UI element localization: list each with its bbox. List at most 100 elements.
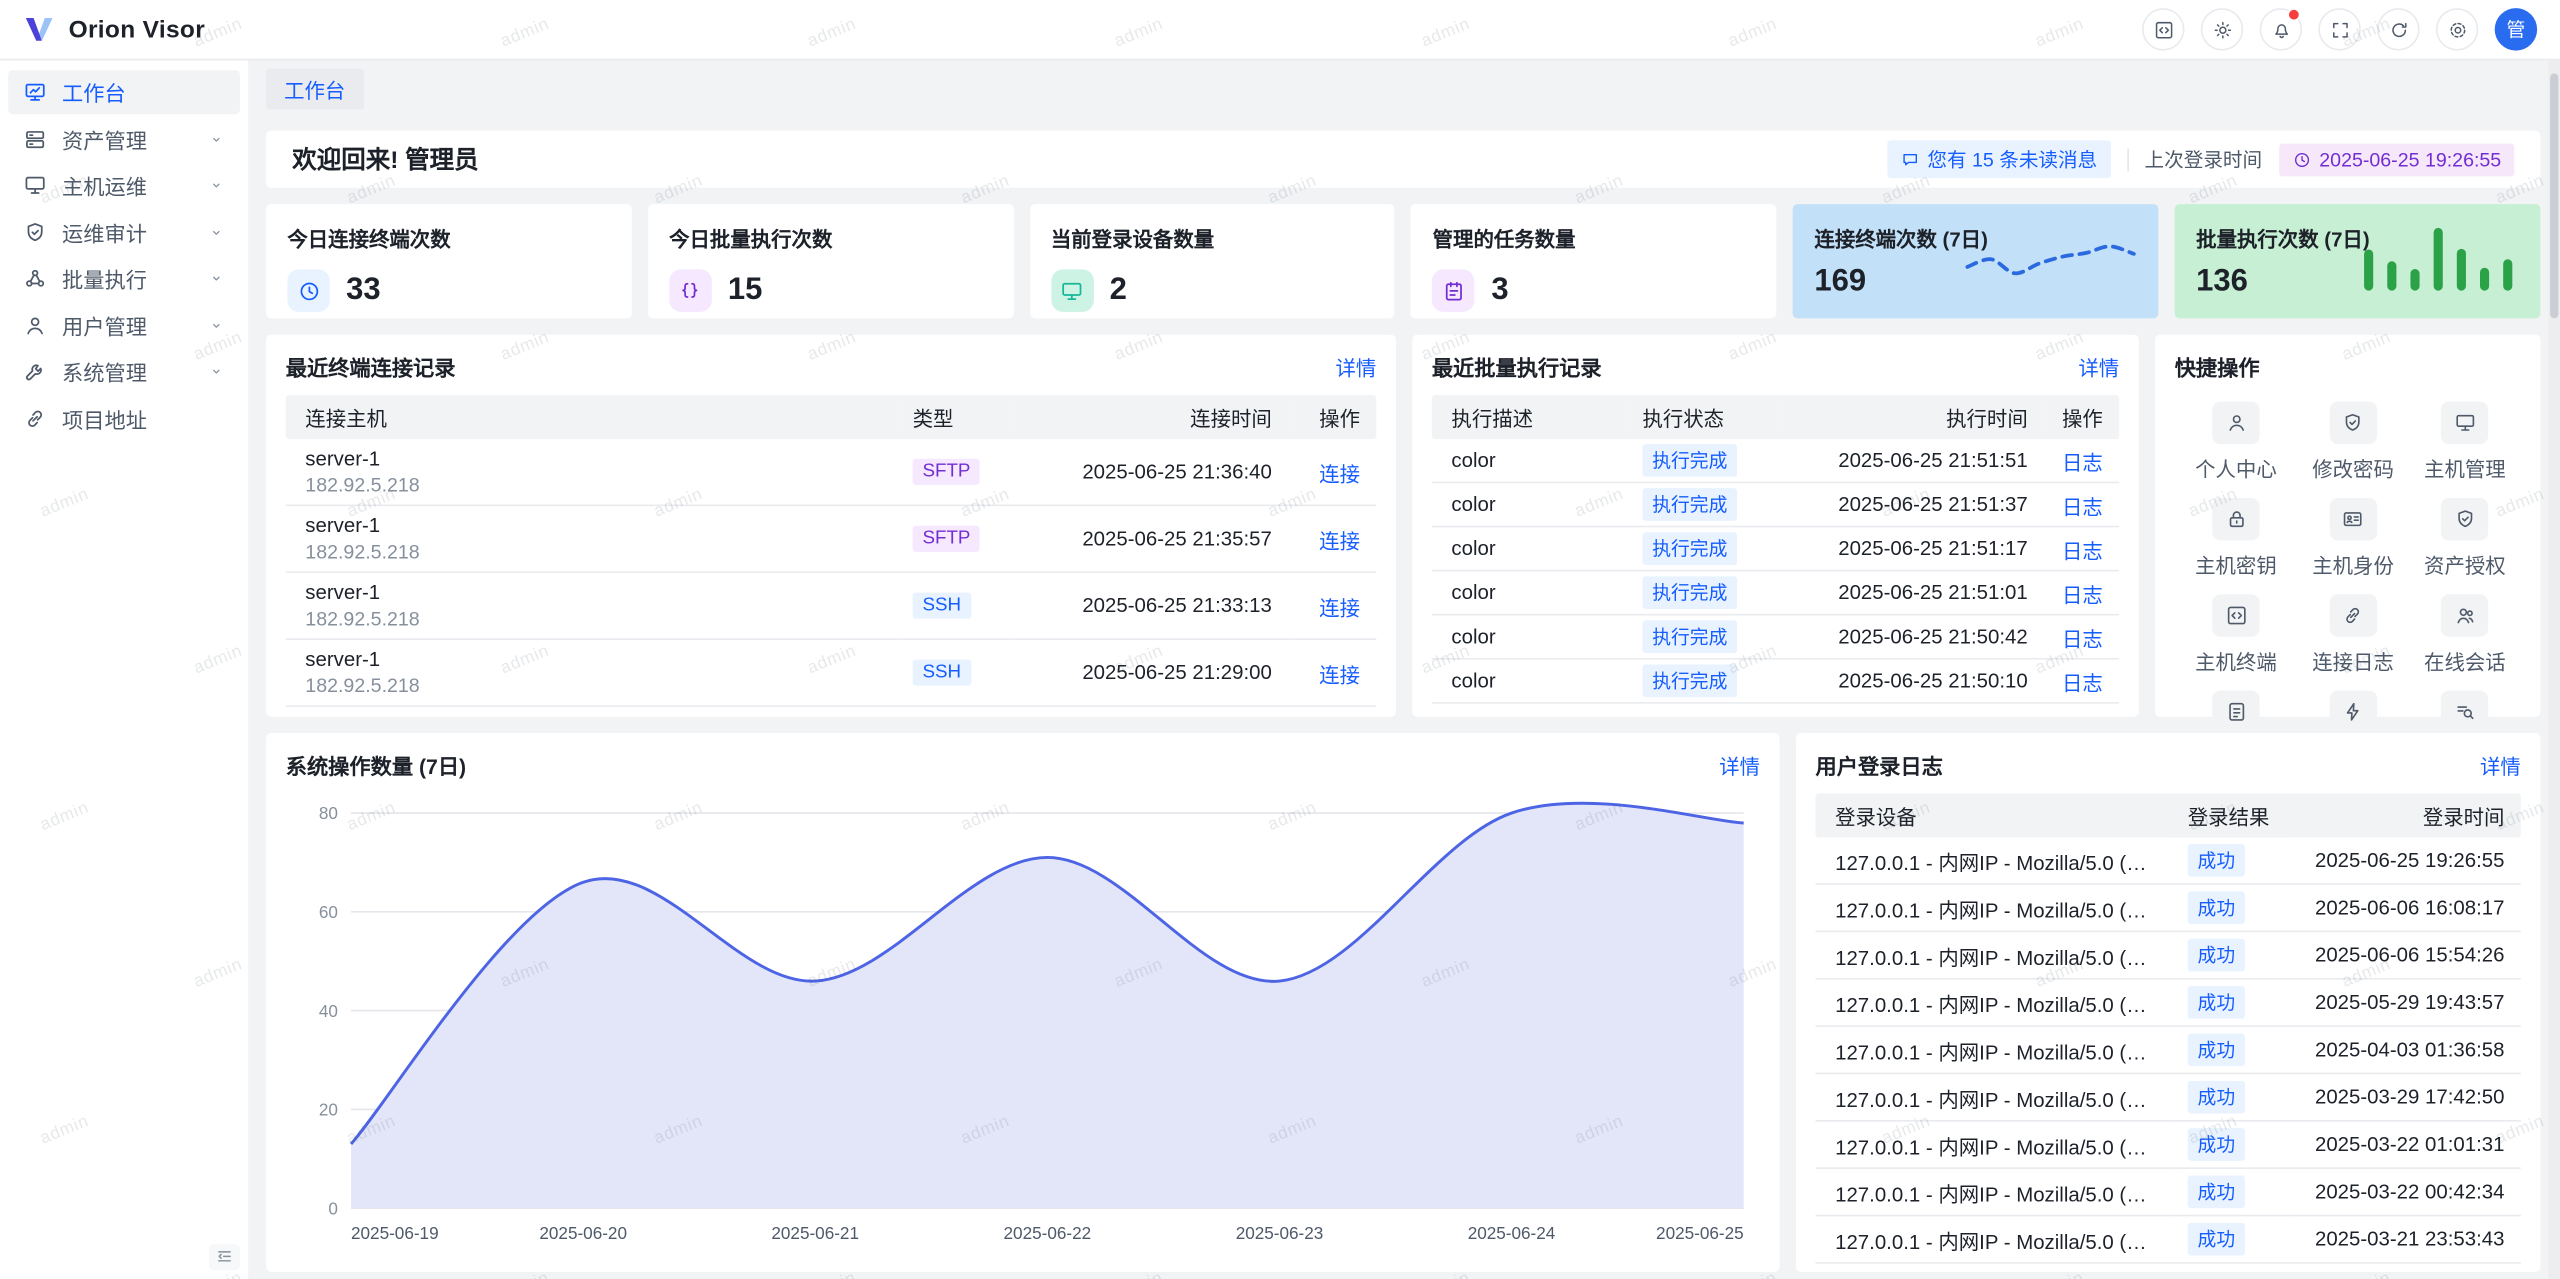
svg-text:60: 60 xyxy=(319,902,338,922)
login-log-row: 127.0.0.1 - 内网IP - Mozilla/5.0 (Windows … xyxy=(1815,978,2521,1027)
exec-record-row: color 执行完成 2025-06-25 21:50:10 日志 xyxy=(1431,658,2120,704)
main-content: 工作台 欢迎回来! 管理员 您有 15 条未读消息 上次登录时间 2025-06… xyxy=(248,60,2560,1279)
collapse-sidebar-button[interactable] xyxy=(208,1243,240,1270)
log-link[interactable]: 日志 xyxy=(2062,671,2103,695)
quick-action-host-management[interactable]: 主机管理 xyxy=(2409,401,2521,484)
connect-link[interactable]: 连接 xyxy=(1319,596,1360,620)
log-link[interactable]: 日志 xyxy=(2062,583,2103,607)
sidebar-item-host-ops[interactable]: 主机运维 xyxy=(8,163,240,207)
login-device: 127.0.0.1 - 内网IP - Mozilla/5.0 (Windows … xyxy=(1815,884,2172,933)
status-badge: 执行完成 xyxy=(1642,664,1738,698)
status-badge: 成功 xyxy=(2187,938,2245,972)
sidebar-item-asset-management[interactable]: 资产管理 xyxy=(8,117,240,161)
quick-action-host-terminal[interactable]: 主机终端 xyxy=(2175,594,2297,676)
page-scrollbar-thumb[interactable] xyxy=(2550,73,2559,319)
quick-action-icon-chip xyxy=(2212,497,2260,541)
column-header: 操作 xyxy=(1288,395,1377,440)
detail-link[interactable]: 详情 xyxy=(1335,357,1377,381)
quick-action-icon-chip xyxy=(2441,690,2489,734)
exec-desc: color xyxy=(1431,614,1627,660)
stat-value: 33 xyxy=(346,272,381,307)
quick-action-host-identity[interactable]: 主机身份 xyxy=(2297,497,2409,580)
connect-link[interactable]: 连接 xyxy=(1319,663,1360,687)
breadcrumb[interactable]: 工作台 xyxy=(266,68,364,110)
column-header: 登录时间 xyxy=(2288,793,2521,838)
column-header: 操作 xyxy=(2044,395,2120,440)
login-device: 127.0.0.1 - 内网IP - Mozilla/5.0 (Windows … xyxy=(1815,1215,2172,1264)
connect-link[interactable]: 连接 xyxy=(1319,462,1360,486)
host-ip: 182.92.5.218 xyxy=(305,472,420,496)
fullscreen-icon xyxy=(2329,19,2350,40)
fullscreen-button[interactable] xyxy=(2318,8,2361,51)
column-header: 执行描述 xyxy=(1431,395,1627,440)
log-link[interactable]: 日志 xyxy=(2062,451,2103,475)
svg-text:2025-06-24: 2025-06-24 xyxy=(1468,1223,1556,1243)
quick-action-label: 资产授权 xyxy=(2424,555,2506,578)
notification-button[interactable] xyxy=(2259,8,2303,51)
svg-text:40: 40 xyxy=(319,1001,338,1021)
unread-messages-badge[interactable]: 您有 15 条未读消息 xyxy=(1886,140,2111,178)
status-badge: 执行完成 xyxy=(1642,532,1738,565)
sidebar-item-label: 项目地址 xyxy=(62,407,147,432)
detail-link[interactable]: 详情 xyxy=(2479,755,2521,779)
quick-action-icon-chip xyxy=(2329,594,2377,637)
login-log-row: 127.0.0.1 - 内网IP - Mozilla/5.0 (Windows … xyxy=(1815,931,2521,980)
avatar[interactable]: 管 xyxy=(2494,8,2538,51)
code-icon xyxy=(2224,604,2247,627)
quick-actions-grid: 个人中心修改密码主机管理主机密钥主机身份资产授权主机终端连接日志在线会话文件操作… xyxy=(2175,401,2521,773)
svg-text:20: 20 xyxy=(319,1100,338,1120)
quick-action-personal-center[interactable]: 个人中心 xyxy=(2175,401,2297,484)
sidebar-item-user-management[interactable]: 用户管理 xyxy=(8,303,240,347)
orion-visor-logo-icon xyxy=(23,15,56,44)
connect-link[interactable]: 连接 xyxy=(1319,529,1360,553)
stat-card-0: 今日连接终端次数 33 xyxy=(266,204,632,319)
theme-button[interactable] xyxy=(2200,8,2244,51)
sidebar-item-label: 运维审计 xyxy=(62,221,147,246)
login-device: 127.0.0.1 - 内网IP - Mozilla/5.0 (Windows … xyxy=(1815,1168,2172,1217)
refresh-button[interactable] xyxy=(2377,8,2420,51)
chevron-down-icon xyxy=(207,223,225,241)
status-badge: 执行完成 xyxy=(1642,620,1738,654)
quick-action-connection-log[interactable]: 连接日志 xyxy=(2297,594,2409,676)
login-log-row: 127.0.0.1 - 内网IP - Mozilla/5.0 (Windows … xyxy=(1815,1073,2521,1122)
search-list-icon xyxy=(2453,700,2476,723)
quick-action-online-sessions[interactable]: 在线会话 xyxy=(2409,594,2521,676)
settings-button[interactable] xyxy=(2435,8,2479,51)
sidebar-item-workbench[interactable]: 工作台 xyxy=(8,70,240,115)
file-text-icon xyxy=(2224,700,2247,723)
host-name: server-1 xyxy=(305,513,381,537)
chevron-down-icon xyxy=(207,269,225,287)
log-link[interactable]: 日志 xyxy=(2062,627,2103,651)
user-icon xyxy=(2224,411,2247,434)
column-header: 登录设备 xyxy=(1815,793,2172,838)
sidebar-item-batch-exec[interactable]: 批量执行 xyxy=(8,256,240,300)
exec-record-row: color 执行完成 2025-06-25 21:51:01 日志 xyxy=(1431,570,2120,616)
code-button[interactable] xyxy=(2142,8,2185,51)
detail-link[interactable]: 详情 xyxy=(1719,755,1760,779)
host-name: server-1 xyxy=(305,580,381,604)
sidebar-item-label: 工作台 xyxy=(62,81,126,107)
stat-value: 3 xyxy=(1491,272,1509,307)
quick-action-host-keys[interactable]: 主机密钥 xyxy=(2175,497,2297,580)
exec-desc: color xyxy=(1431,658,1627,704)
settings-icon xyxy=(2447,19,2468,40)
svg-text:2025-06-20: 2025-06-20 xyxy=(539,1223,627,1243)
link-icon xyxy=(2342,604,2365,627)
sidebar-item-ops-audit[interactable]: 运维审计 xyxy=(8,210,240,254)
host-ip: 182.92.5.218 xyxy=(305,539,420,563)
terminal-record-row: server-1 182.92.5.218 SSH 2025-06-25 21:33:… xyxy=(285,572,1377,640)
status-badge: 成功 xyxy=(2187,1222,2245,1256)
svg-text:2025-06-25: 2025-06-25 xyxy=(1656,1223,1744,1243)
quick-action-asset-authorization[interactable]: 资产授权 xyxy=(2409,497,2521,580)
monitor-icon xyxy=(23,173,47,197)
quick-action-change-password[interactable]: 修改密码 xyxy=(2297,401,2409,484)
sidebar-item-system-management[interactable]: 系统管理 xyxy=(8,349,240,393)
divider xyxy=(2126,147,2129,171)
quick-action-icon-chip xyxy=(2329,401,2377,445)
sidebar-item-project-url[interactable]: 项目地址 xyxy=(8,396,240,440)
log-link[interactable]: 日志 xyxy=(2062,539,2103,563)
log-link[interactable]: 日志 xyxy=(2062,495,2103,519)
table-header-row: 执行描述 执行状态 执行时间 操作 xyxy=(1431,395,2120,440)
svg-text:2025-06-22: 2025-06-22 xyxy=(1004,1223,1092,1243)
detail-link[interactable]: 详情 xyxy=(2078,357,2120,381)
